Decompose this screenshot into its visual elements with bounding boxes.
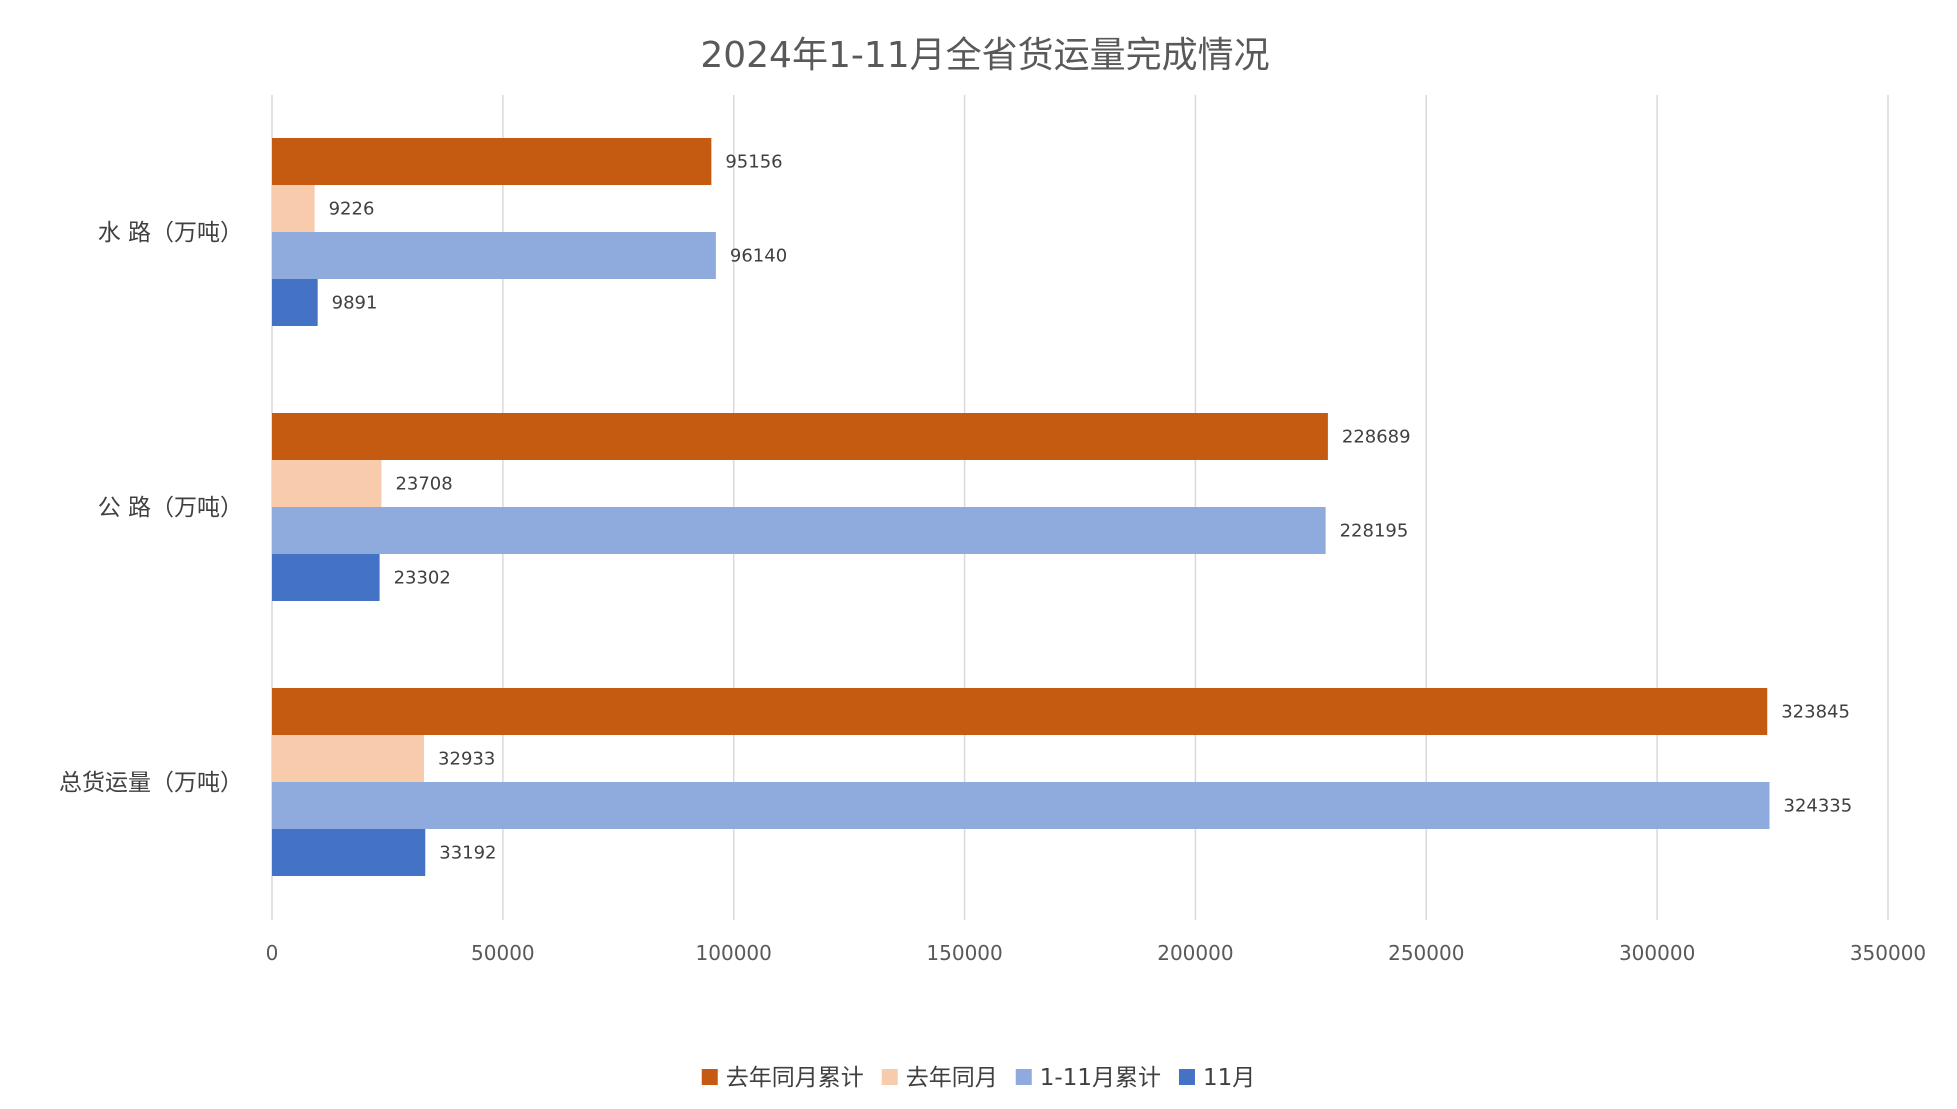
bar-series-1-cat-2 <box>272 735 425 782</box>
legend-item: 去年同月 <box>881 1065 998 1091</box>
data-label: 228195 <box>1340 521 1409 542</box>
x-tick-label: 50000 <box>471 941 535 965</box>
bar-series-0-cat-0 <box>272 138 712 185</box>
data-label: 33192 <box>439 843 496 864</box>
legend-swatch <box>701 1069 718 1085</box>
data-label: 324335 <box>1784 796 1853 817</box>
data-label: 96140 <box>730 246 787 267</box>
x-tick-label: 200000 <box>1157 941 1233 965</box>
legend-label: 1-11月累计 <box>1040 1065 1161 1091</box>
data-label: 323845 <box>1781 702 1850 723</box>
legend-label: 11月 <box>1203 1065 1255 1091</box>
bar-series-1-cat-0 <box>272 185 315 232</box>
x-axis-tick-labels: 0 50000 100000 150000 200000 250000 300000 3500… <box>266 941 1927 965</box>
legend-label: 去年同月累计 <box>726 1065 864 1091</box>
legend-swatch <box>1178 1069 1195 1085</box>
category-labels: 水 路（万吨） 公 路（万吨） 总货运量（万吨） <box>59 220 243 796</box>
legend-item: 1-11月累计 <box>1015 1065 1161 1091</box>
chart-title: 2024年1-11月全省货运量完成情况 <box>700 35 1269 76</box>
data-label: 228689 <box>1342 427 1411 448</box>
bar-series-3-cat-1 <box>272 554 380 601</box>
category-label: 公 路（万吨） <box>98 495 243 521</box>
category-label: 总货运量（万吨） <box>59 770 243 796</box>
x-tick-label: 150000 <box>926 941 1002 965</box>
category-label: 水 路（万吨） <box>98 220 243 246</box>
x-tick-label: 250000 <box>1388 941 1464 965</box>
bars <box>272 138 1770 876</box>
legend-swatch <box>881 1069 898 1085</box>
bar-series-2-cat-0 <box>272 232 716 279</box>
data-labels: 95156 9226 96140 9891 228689 23708 228195 23302… <box>329 152 1853 864</box>
x-tick-label: 350000 <box>1850 941 1926 965</box>
bar-series-0-cat-1 <box>272 413 1328 460</box>
x-tick-label: 300000 <box>1619 941 1695 965</box>
legend-item: 去年同月累计 <box>701 1065 864 1091</box>
bar-series-2-cat-2 <box>272 782 1770 829</box>
legend: 去年同月累计 去年同月 1-11月累计 11月 <box>701 1065 1255 1091</box>
legend-swatch <box>1015 1069 1032 1085</box>
bar-series-0-cat-2 <box>272 688 1768 735</box>
data-label: 9226 <box>329 199 375 220</box>
data-label: 32933 <box>438 749 495 770</box>
data-label: 95156 <box>725 152 782 173</box>
data-label: 23708 <box>395 474 452 495</box>
x-tick-label: 0 <box>266 941 279 965</box>
bar-series-1-cat-1 <box>272 460 382 507</box>
legend-label: 去年同月 <box>906 1065 998 1091</box>
bar-series-3-cat-2 <box>272 829 426 876</box>
bar-series-3-cat-0 <box>272 279 318 326</box>
legend-item: 11月 <box>1178 1065 1255 1091</box>
bar-series-2-cat-1 <box>272 507 1326 554</box>
x-tick-label: 100000 <box>696 941 772 965</box>
data-label: 23302 <box>394 568 451 589</box>
data-label: 9891 <box>332 293 378 314</box>
